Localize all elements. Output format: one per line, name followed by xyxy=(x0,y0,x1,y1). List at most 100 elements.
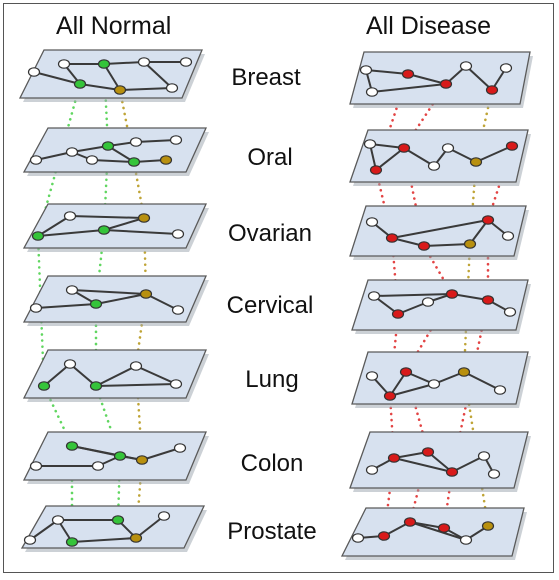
network-edge xyxy=(465,65,493,91)
tissue-specific-node xyxy=(159,155,173,165)
disease-layer-lung xyxy=(351,351,531,408)
network-node xyxy=(503,307,517,317)
network-edge xyxy=(407,73,447,85)
network-node xyxy=(65,285,79,295)
network-edge xyxy=(423,243,471,247)
network-node xyxy=(365,465,379,475)
network-edge xyxy=(103,217,145,231)
network-node xyxy=(499,63,513,73)
network-edge xyxy=(95,293,147,305)
network-edge xyxy=(103,229,179,235)
shared-node xyxy=(403,517,417,527)
disease-layer-oral xyxy=(349,129,531,186)
network-edge xyxy=(135,515,165,539)
tissue-label-oral: Oral xyxy=(247,144,293,171)
network-edge xyxy=(403,147,435,167)
network-node xyxy=(365,87,379,97)
disease-plane xyxy=(349,129,529,183)
tissue-specific-node xyxy=(463,239,477,249)
network-edge xyxy=(71,537,137,543)
network-node xyxy=(501,231,515,241)
shared-node xyxy=(89,381,103,391)
network-edge xyxy=(95,365,137,387)
shared-node xyxy=(73,79,87,89)
shared-node xyxy=(445,467,459,477)
network-edge xyxy=(371,83,447,93)
tissue-label-cervical: Cervical xyxy=(226,292,314,319)
shared-node xyxy=(101,141,115,151)
network-node xyxy=(23,535,37,545)
all-normal-title: All Normal xyxy=(56,12,172,40)
shared-node xyxy=(127,157,141,167)
network-edge xyxy=(71,289,147,295)
network-node xyxy=(85,155,99,165)
tissue-specific-node xyxy=(139,289,153,299)
network-node xyxy=(459,535,473,545)
network-edge xyxy=(391,219,489,239)
network-node xyxy=(173,443,187,453)
network-edge xyxy=(33,71,81,85)
network-node xyxy=(169,379,183,389)
network-edge xyxy=(69,363,97,387)
network-node xyxy=(171,305,185,315)
disease-layer-ovarian xyxy=(349,205,529,260)
shared-node xyxy=(387,453,401,463)
network-node xyxy=(63,211,77,221)
disease-layer-colon xyxy=(349,431,531,492)
shared-node xyxy=(113,451,127,461)
network-edge xyxy=(119,87,173,91)
disease-layer-cervical xyxy=(351,279,531,334)
network-edge xyxy=(29,519,59,541)
disease-layer-prostate xyxy=(340,507,527,560)
tissue-label-lung: Lung xyxy=(245,366,299,393)
network-edge xyxy=(71,145,109,153)
shared-node xyxy=(377,531,391,541)
shared-node xyxy=(37,381,51,391)
network-node xyxy=(427,379,441,389)
tissue-specific-node xyxy=(137,213,151,223)
all-disease-title: All Disease xyxy=(366,12,492,40)
shared-node xyxy=(383,391,397,401)
network-node xyxy=(51,515,65,525)
network-node xyxy=(165,83,179,93)
network-node xyxy=(421,297,435,307)
network-node xyxy=(63,359,77,369)
network-edge xyxy=(145,293,179,311)
network-edge xyxy=(43,363,71,387)
network-node xyxy=(29,461,43,471)
network-node xyxy=(493,385,507,395)
network-node xyxy=(365,371,379,381)
shared-node xyxy=(391,309,405,319)
network-edge xyxy=(71,445,143,461)
shared-node xyxy=(97,225,111,235)
normal-layer-breast xyxy=(18,49,205,102)
tissue-specific-node xyxy=(135,455,149,465)
network-node xyxy=(65,147,79,157)
network-edge xyxy=(37,215,71,237)
network-node xyxy=(137,57,151,67)
normal-layer-oral xyxy=(22,127,209,176)
tissue-label-prostate: Prostate xyxy=(227,518,317,545)
shared-node xyxy=(89,299,103,309)
network-edge xyxy=(79,83,121,91)
network-edge xyxy=(409,521,467,541)
normal-plane xyxy=(22,275,207,323)
tissue-label-ovarian: Ovarian xyxy=(227,220,313,247)
network-node xyxy=(91,461,105,471)
network-node xyxy=(367,291,381,301)
disease-layer-breast xyxy=(349,51,533,108)
network-node xyxy=(157,511,171,521)
network-node xyxy=(487,469,501,479)
network-edge xyxy=(389,383,435,397)
network-node xyxy=(459,61,473,71)
normal-plane xyxy=(22,349,207,399)
normal-layer-ovarian xyxy=(22,203,209,252)
network-node xyxy=(129,137,143,147)
shared-node xyxy=(369,165,383,175)
network-edge xyxy=(373,293,453,297)
shared-node xyxy=(399,367,413,377)
shared-node xyxy=(445,289,459,299)
network-node xyxy=(179,57,193,67)
network-node xyxy=(441,143,455,153)
shared-node xyxy=(505,141,519,151)
